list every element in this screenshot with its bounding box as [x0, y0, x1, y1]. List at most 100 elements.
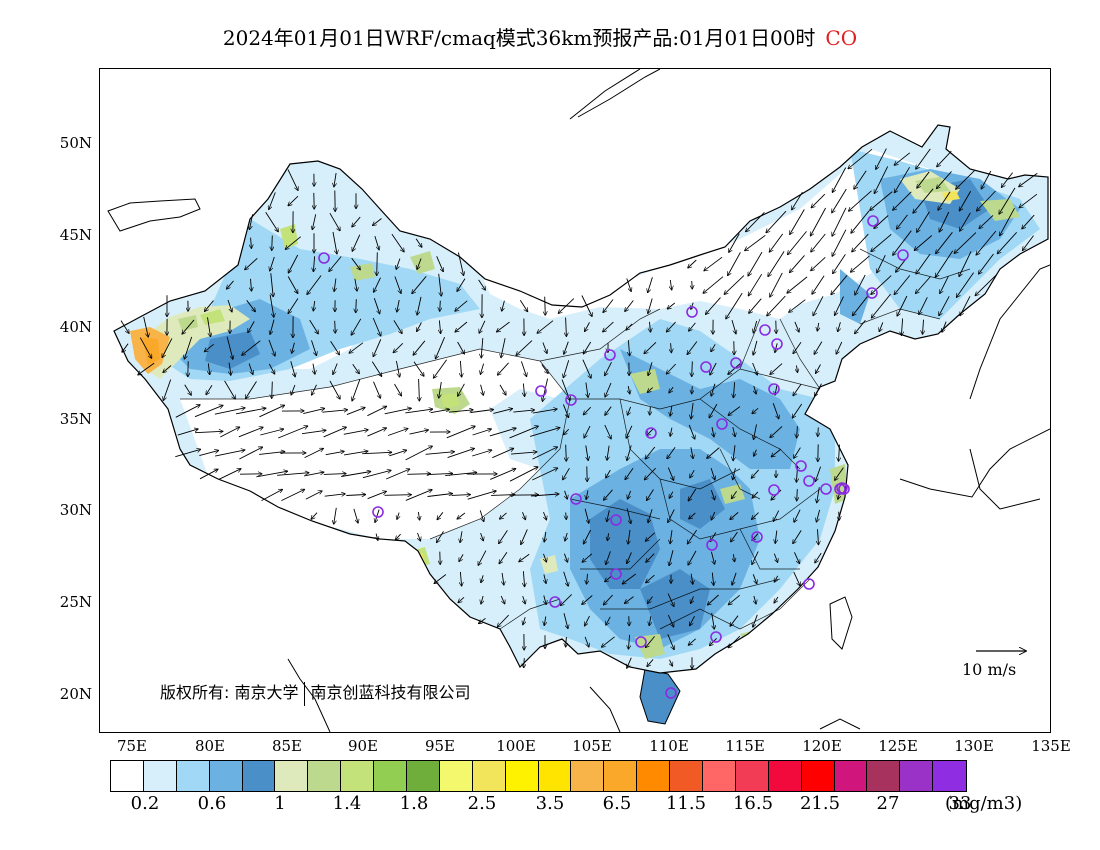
wind-vector — [459, 554, 464, 561]
wind-vector — [492, 448, 513, 459]
wind-vector — [587, 573, 588, 584]
wind-vector — [646, 574, 655, 583]
wind-vector — [479, 618, 486, 623]
colorbar-swatch-10 — [439, 761, 473, 791]
lon-label-95e: 95E — [424, 737, 456, 755]
wind-vector — [513, 410, 534, 412]
wind-vector — [688, 638, 696, 645]
wind-vector — [793, 342, 802, 353]
wind-vector — [815, 466, 822, 482]
wind-vector — [561, 379, 570, 401]
wind-vector — [497, 614, 510, 627]
wind-vector — [352, 216, 361, 227]
wind-vector — [272, 381, 273, 399]
wind-vector — [960, 212, 971, 231]
wind-vector — [627, 490, 632, 499]
wind-vector — [818, 427, 819, 437]
wind-vector — [292, 342, 295, 354]
wind-vector — [405, 446, 433, 461]
wind-vector — [480, 384, 484, 396]
wind-vector — [437, 512, 444, 519]
city-marker — [635, 636, 647, 648]
city-marker — [686, 306, 698, 318]
wind-vector — [479, 510, 484, 521]
colorbar-swatch-15 — [604, 761, 638, 791]
wind-vector — [894, 152, 911, 165]
wind-vector — [838, 322, 841, 331]
wind-vector — [373, 298, 379, 314]
wind-vector — [960, 296, 971, 315]
wind-vector — [1001, 172, 1013, 188]
wind-vector — [775, 530, 777, 544]
wind-vector — [667, 467, 673, 481]
colorbar — [110, 760, 968, 792]
lon-label-85e: 85E — [271, 737, 303, 755]
wind-vector — [768, 251, 785, 276]
city-marker — [318, 252, 330, 264]
wind-vector — [478, 279, 486, 290]
wind-vector — [412, 276, 427, 293]
wind-vector — [628, 386, 630, 394]
wind-vector — [537, 320, 554, 334]
wind-vector — [351, 318, 362, 335]
wind-vector — [417, 296, 422, 315]
wind-vector — [352, 378, 361, 401]
wind-vector — [519, 553, 530, 562]
wind-vector — [832, 229, 847, 257]
wind-vector — [999, 187, 1016, 214]
wind-vector — [312, 384, 317, 395]
colorbar-swatch-6 — [308, 761, 342, 791]
wind-vector — [815, 383, 822, 397]
wind-vector — [876, 148, 887, 170]
city-marker — [867, 215, 879, 227]
wind-vector — [605, 406, 612, 416]
wind-vector — [303, 408, 324, 415]
wind-vector — [669, 386, 674, 393]
wind-vector — [497, 321, 510, 332]
wind-vector — [607, 445, 609, 461]
copyright-divider — [304, 681, 306, 706]
colorbar-swatch-0 — [111, 761, 144, 791]
wind-vector — [936, 232, 953, 253]
wind-vector — [625, 468, 634, 479]
wind-vector — [648, 509, 653, 523]
city-marker — [768, 484, 780, 496]
wind-vector — [646, 553, 655, 563]
wind-vector — [817, 322, 818, 331]
wind-vector — [733, 427, 735, 437]
wind-vector — [437, 531, 444, 542]
wind-vector — [815, 552, 822, 563]
wind-vector — [387, 429, 408, 436]
wind-vector — [1019, 193, 1038, 208]
wind-vector — [268, 363, 274, 374]
wind-vector — [793, 571, 800, 586]
lon-label-90e: 90E — [347, 737, 379, 755]
colorbar-tick-label: 0.6 — [197, 793, 227, 814]
wind-vector — [607, 510, 610, 521]
wind-vector — [733, 445, 735, 461]
wind-vector — [854, 170, 867, 189]
wind-vector — [956, 170, 975, 190]
wind-vector — [833, 254, 846, 273]
city-marker — [610, 568, 622, 580]
wind-vector — [583, 341, 592, 354]
wind-vector — [334, 507, 337, 524]
wind-vector — [954, 232, 977, 254]
wind-vector — [305, 491, 322, 500]
copyright-suffix: 南京创蓝科技有限公司 — [310, 683, 471, 702]
wind-vector — [502, 572, 504, 585]
wind-vector — [120, 320, 129, 334]
wind-vector — [501, 338, 506, 358]
wind-vector — [813, 296, 824, 315]
wind-vector — [268, 339, 275, 356]
wind-vector — [752, 362, 758, 375]
wind-vector — [313, 256, 314, 271]
wind-vector — [835, 467, 844, 481]
colorbar-tick-label: 33 — [948, 793, 972, 814]
lon-label-130e: 130E — [954, 737, 994, 755]
wind-vector — [481, 575, 483, 582]
wind-vector — [564, 341, 569, 355]
wind-reference-label: 10 m/s — [962, 660, 1017, 679]
wind-vector — [334, 173, 336, 187]
wind-vector — [269, 192, 276, 209]
